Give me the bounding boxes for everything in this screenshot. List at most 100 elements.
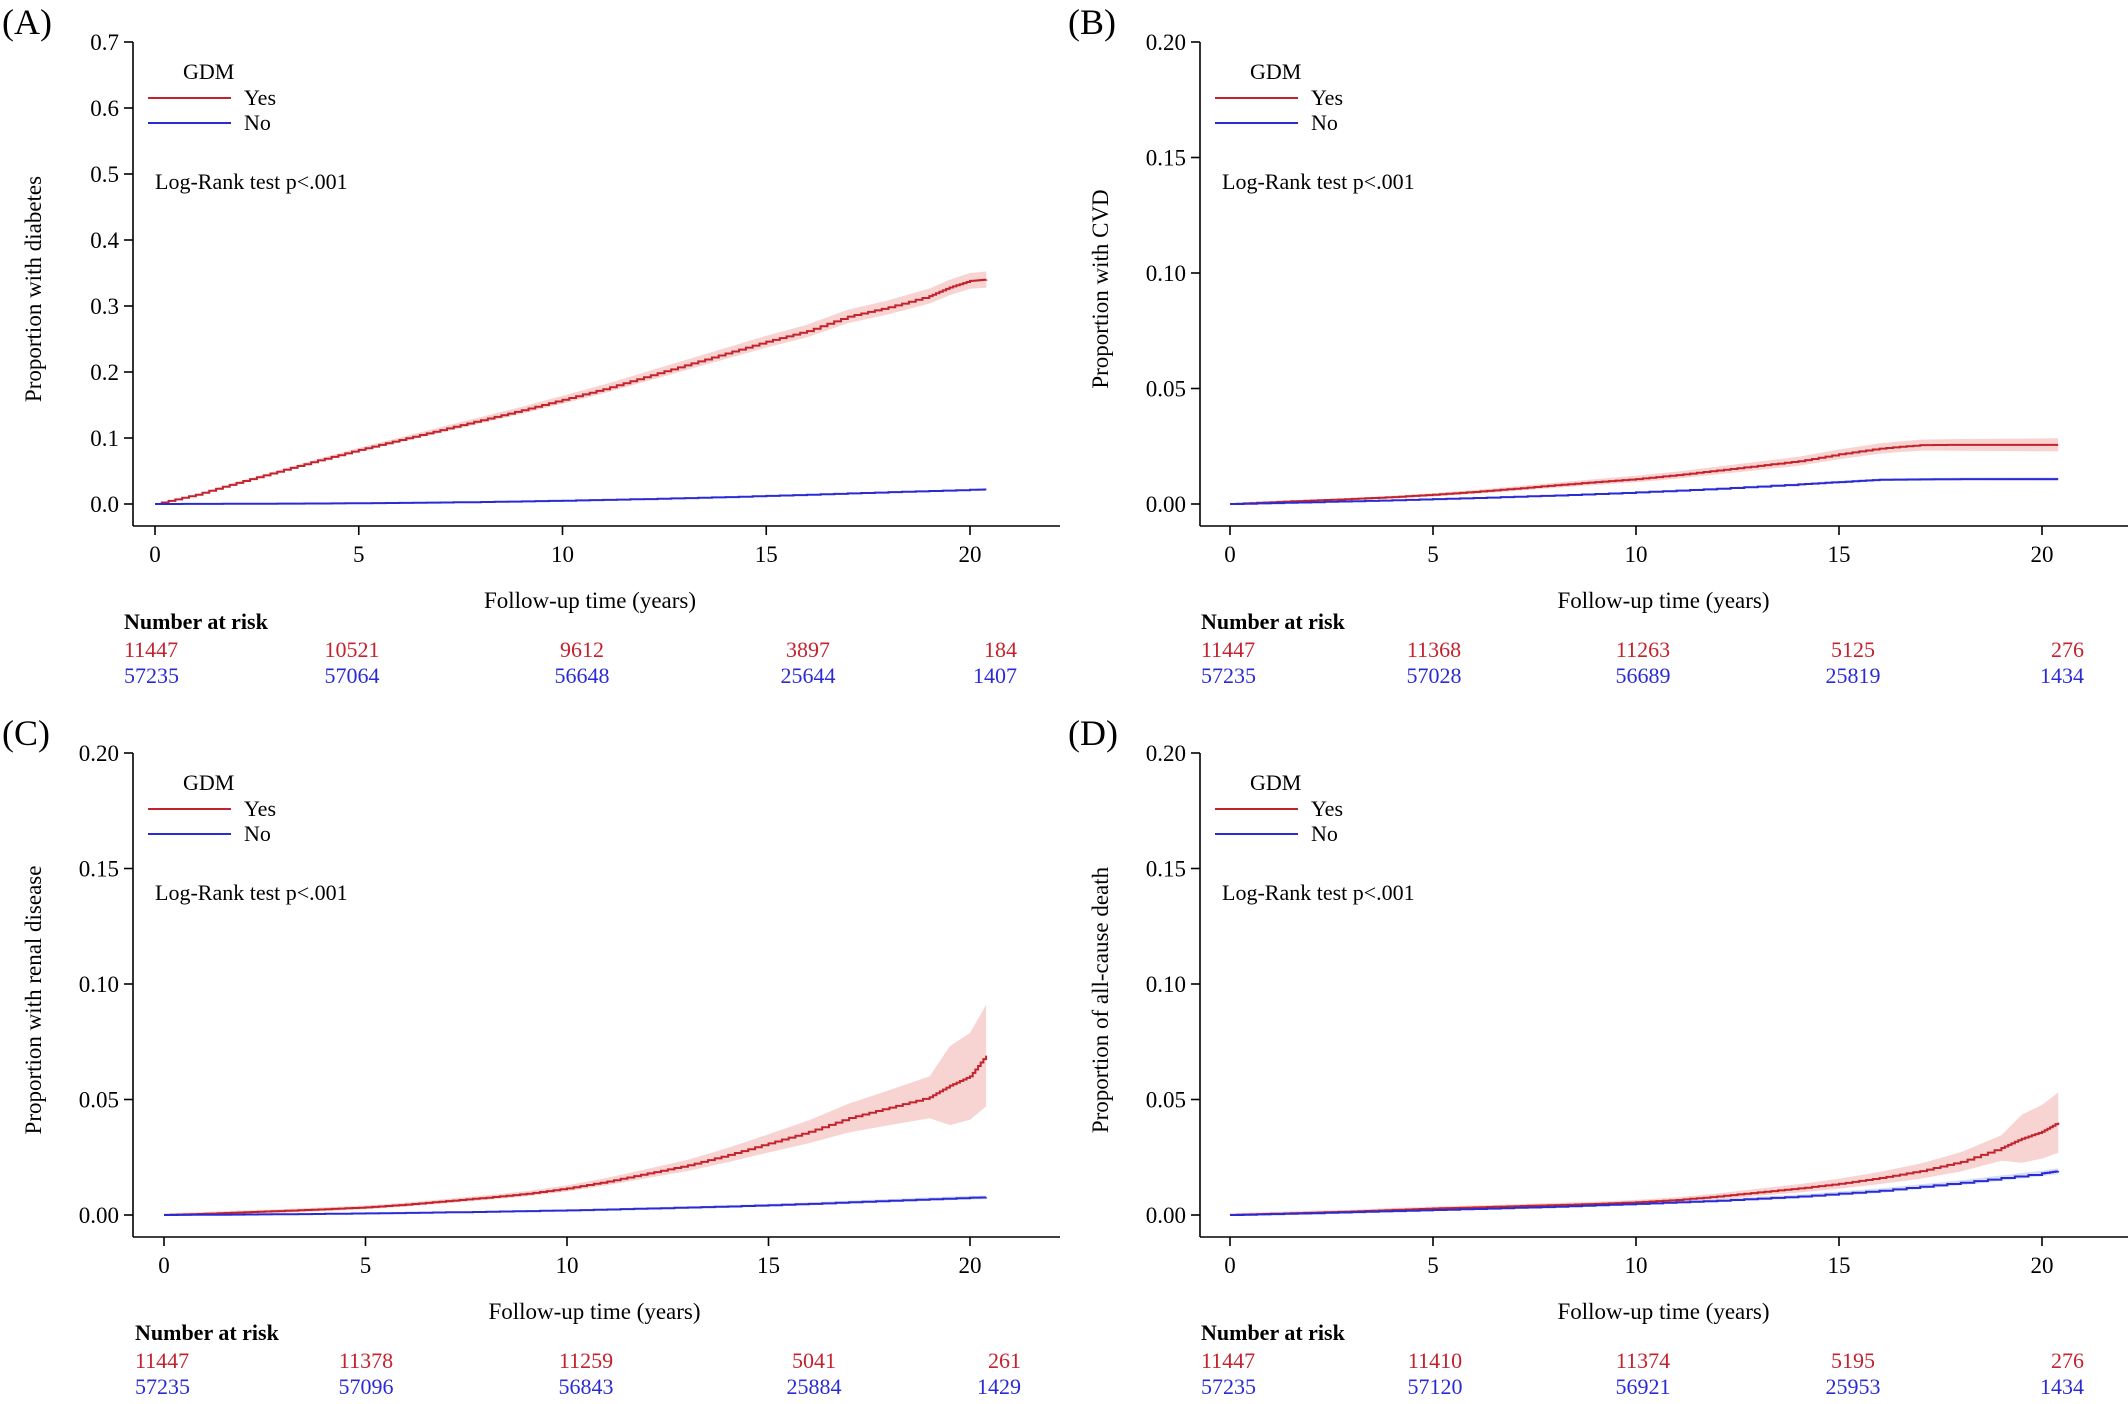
- x-tick-label: 5: [1427, 1253, 1439, 1278]
- km-curve-no: [155, 488, 987, 505]
- risk-count-yes: 11447: [124, 637, 178, 662]
- risk-count-yes: 11447: [1201, 637, 1255, 662]
- risk-count-yes: 11368: [1407, 637, 1461, 662]
- risk-count-no: 25819: [1826, 663, 1881, 688]
- legend-label-yes: Yes: [244, 85, 276, 110]
- x-tick-label: 0: [158, 1253, 170, 1278]
- risk-table-title: Number at risk: [1201, 1320, 1346, 1345]
- km-curve-no: [1230, 478, 2059, 505]
- y-axis-label: Proportion with CVD: [1088, 189, 1113, 388]
- logrank-annotation: Log-Rank test p<.001: [1222, 880, 1415, 905]
- risk-count-yes: 276: [2051, 1348, 2084, 1373]
- risk-table-title: Number at risk: [124, 609, 269, 634]
- y-tick-label: 0.00: [1146, 492, 1186, 517]
- y-axis-label: Proportion with renal disease: [21, 866, 46, 1135]
- logrank-annotation: Log-Rank test p<.001: [1222, 169, 1415, 194]
- legend-label-yes: Yes: [244, 796, 276, 821]
- risk-count-no: 57064: [325, 663, 380, 688]
- y-tick-label: 0.15: [79, 857, 119, 882]
- panel-b: (B) 0.00 0.05 0.10 0.15 0.20 0 5 10 15 20 Follow-up…: [1068, 2, 2128, 688]
- risk-count-no: 1429: [977, 1374, 1021, 1399]
- km-curve-no: [1230, 1170, 2060, 1216]
- y-tick-label: 0.1: [90, 426, 119, 451]
- risk-count-no: 57028: [1407, 663, 1462, 688]
- risk-count-yes: 5125: [1831, 637, 1875, 662]
- risk-count-yes: 11259: [559, 1348, 613, 1373]
- risk-count-no: 56843: [559, 1374, 614, 1399]
- risk-count-no: 57235: [135, 1374, 190, 1399]
- risk-count-no: 56921: [1616, 1374, 1671, 1399]
- risk-count-yes: 5041: [792, 1348, 836, 1373]
- risk-count-no: 25644: [781, 663, 836, 688]
- logrank-annotation: Log-Rank test p<.001: [155, 880, 348, 905]
- risk-count-yes: 11447: [1201, 1348, 1255, 1373]
- y-tick-label: 0.15: [1146, 857, 1186, 882]
- risk-count-yes: 11374: [1616, 1348, 1670, 1373]
- y-tick-label: 0.10: [1146, 261, 1186, 286]
- risk-count-no: 57235: [1201, 1374, 1256, 1399]
- risk-count-no: 57235: [1201, 663, 1256, 688]
- y-tick-label: 0.10: [1146, 972, 1186, 997]
- x-tick-label: 10: [1625, 542, 1648, 567]
- panel-d: (D) 0.00 0.05 0.10 0.15 0.20 0 5 10 15 20 Follow-up…: [1068, 713, 2128, 1399]
- ci-band-yes: [164, 1004, 987, 1215]
- risk-count-yes: 9612: [560, 637, 604, 662]
- legend-title: GDM: [1250, 770, 1301, 795]
- y-tick-label: 0.00: [79, 1203, 119, 1228]
- y-tick-label: 0.20: [1146, 741, 1186, 766]
- panel-c: (C) 0.00 0.05 0.10 0.15 0.20 0 5 10 15 20 Follow-up…: [2, 713, 1060, 1399]
- legend-title: GDM: [183, 770, 234, 795]
- legend-label-no: No: [1311, 110, 1338, 135]
- x-tick-label: 20: [959, 542, 982, 567]
- risk-table-title: Number at risk: [1201, 609, 1346, 634]
- x-tick-label: 10: [1625, 1253, 1648, 1278]
- risk-count-no: 1407: [973, 663, 1017, 688]
- risk-count-no: 56648: [555, 663, 610, 688]
- y-tick-label: 0.15: [1146, 146, 1186, 171]
- y-tick-label: 0.20: [1146, 30, 1186, 55]
- panel-label: (C): [2, 713, 50, 753]
- risk-count-yes: 11410: [1408, 1348, 1462, 1373]
- risk-count-yes: 276: [2051, 637, 2084, 662]
- legend-title: GDM: [1250, 59, 1301, 84]
- risk-count-no: 57096: [339, 1374, 394, 1399]
- km-curve-yes: [1230, 443, 2059, 505]
- risk-count-no: 1434: [2040, 1374, 2084, 1399]
- risk-count-no: 56689: [1616, 663, 1671, 688]
- x-tick-label: 10: [551, 542, 574, 567]
- y-tick-label: 0.05: [79, 1088, 119, 1113]
- y-tick-label: 0.4: [90, 228, 119, 253]
- panel-label: (A): [2, 2, 52, 42]
- km-curve-yes: [1230, 1122, 2060, 1216]
- x-tick-label: 5: [353, 542, 365, 567]
- ci-band-yes: [155, 271, 987, 504]
- x-tick-label: 0: [1224, 1253, 1236, 1278]
- risk-count-yes: 3897: [786, 637, 830, 662]
- y-axis-label: Proportion of all-cause death: [1088, 866, 1113, 1133]
- x-tick-label: 20: [959, 1253, 982, 1278]
- x-tick-label: 0: [149, 542, 161, 567]
- x-tick-label: 15: [1828, 542, 1851, 567]
- risk-count-yes: 5195: [1831, 1348, 1875, 1373]
- risk-count-yes: 261: [988, 1348, 1021, 1373]
- risk-count-yes: 10521: [325, 637, 380, 662]
- x-tick-label: 10: [556, 1253, 579, 1278]
- y-tick-label: 0.00: [1146, 1203, 1186, 1228]
- risk-count-no: 57235: [124, 663, 179, 688]
- risk-table-title: Number at risk: [135, 1320, 280, 1345]
- risk-count-yes: 11263: [1616, 637, 1670, 662]
- x-tick-label: 15: [1828, 1253, 1851, 1278]
- panel-label: (D): [1068, 713, 1118, 753]
- legend-label-yes: Yes: [1311, 796, 1343, 821]
- risk-count-no: 25953: [1826, 1374, 1881, 1399]
- ci-band-yes: [1230, 438, 2059, 504]
- risk-count-no: 25884: [787, 1374, 842, 1399]
- x-axis-label: Follow-up time (years): [484, 588, 696, 613]
- legend-label-no: No: [244, 110, 271, 135]
- legend-label-yes: Yes: [1311, 85, 1343, 110]
- risk-count-yes: 11447: [135, 1348, 189, 1373]
- km-curve-no: [164, 1196, 988, 1216]
- y-tick-label: 0.5: [90, 162, 119, 187]
- risk-count-no: 57120: [1408, 1374, 1463, 1399]
- x-tick-label: 0: [1224, 542, 1236, 567]
